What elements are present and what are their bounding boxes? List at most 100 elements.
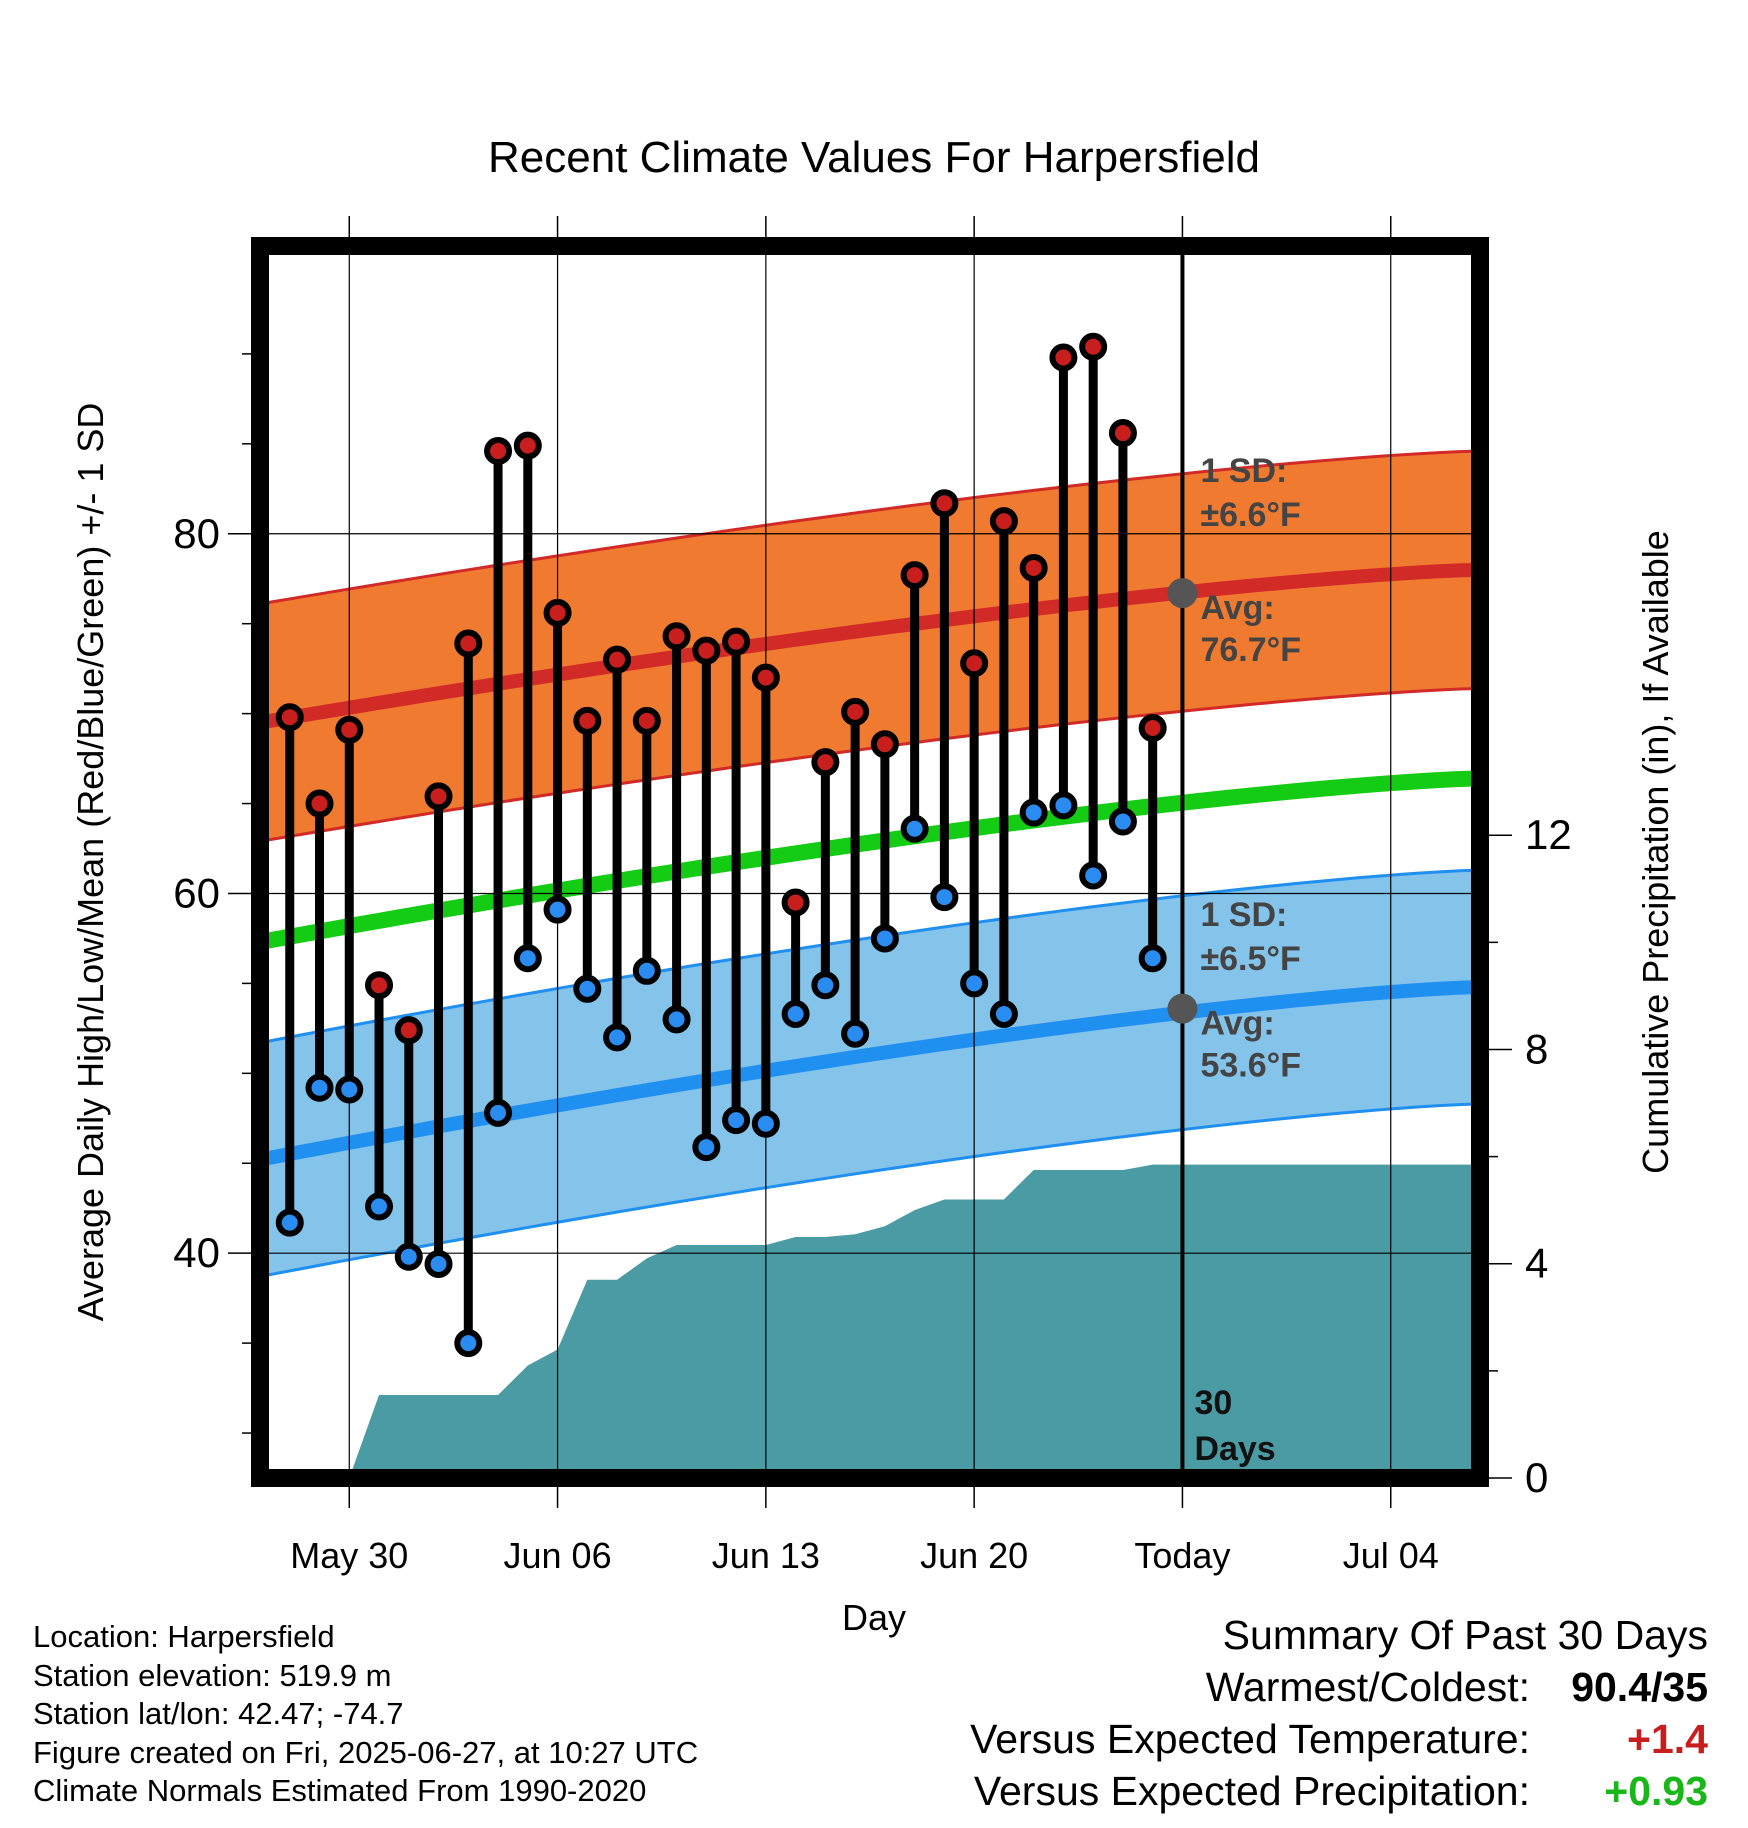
low-point [662, 1005, 691, 1034]
low-point [1079, 861, 1108, 890]
low-avg-value: 53.6°F [1200, 1047, 1301, 1085]
low-avg-label: Avg: [1200, 1005, 1274, 1043]
created-text: Figure created on Fri, 2025-06-27, at 10… [33, 1734, 699, 1770]
y-right-tick-label: 4 [1525, 1240, 1548, 1287]
high-point [722, 627, 751, 656]
low-point [811, 971, 840, 1000]
normal-low-sd-band [260, 870, 1480, 1277]
high-point [394, 1016, 423, 1045]
normals-text: Climate Normals Estimated From 1990-2020 [33, 1773, 647, 1808]
y-right-tick-label: 12 [1525, 811, 1572, 858]
precipitation-area [349, 1164, 1480, 1478]
x-tick-label: Jun 20 [920, 1535, 1028, 1576]
station-metadata: Location: Harpersfield Station elevation… [33, 1618, 698, 1811]
warmest-label: Warmest/Coldest: [1205, 1664, 1530, 1710]
low-point [275, 1208, 304, 1237]
low-point [960, 969, 989, 998]
normal-mean-line [260, 770, 1480, 950]
low-point [1138, 944, 1167, 973]
low-point [513, 944, 542, 973]
x-tick-label: May 30 [290, 1535, 408, 1576]
low-point [573, 974, 602, 1003]
days-label-number: 30 [1194, 1384, 1232, 1422]
normal-high-avg-line [260, 562, 1480, 730]
low-point [543, 895, 572, 924]
low-point [722, 1106, 751, 1135]
today-low-avg-marker [1167, 993, 1198, 1024]
normal-high-sd-lower-line [260, 686, 1480, 843]
low-point [394, 1242, 423, 1271]
low-sd-label: 1 SD: [1200, 896, 1287, 934]
high-point [692, 636, 721, 665]
temp-value: +1.4 [1627, 1716, 1708, 1762]
plot-area [260, 246, 1480, 1478]
low-point [305, 1073, 334, 1102]
high-point [1079, 332, 1108, 361]
high-point [811, 748, 840, 777]
high-point [662, 622, 691, 651]
y-right-tick-label: 0 [1525, 1454, 1548, 1501]
high-point [989, 507, 1018, 536]
high-point [513, 431, 542, 460]
location-text: Location: Harpersfield [33, 1619, 335, 1654]
low-point [632, 956, 661, 985]
low-point [900, 814, 929, 843]
low-point [484, 1098, 513, 1127]
high-point [960, 649, 989, 678]
low-point [989, 999, 1018, 1028]
low-point [335, 1075, 364, 1104]
high-point [751, 663, 780, 692]
low-sd-value: ±6.5°F [1200, 940, 1300, 978]
high-point [305, 789, 334, 818]
high-point [335, 715, 364, 744]
elevation-text: Station elevation: 519.9 m [33, 1657, 392, 1693]
y-right-axis-label: Cumulative Precipitation (in), If Availa… [1635, 530, 1676, 1174]
high-point [1019, 553, 1048, 582]
high-point [930, 489, 959, 518]
y-left-axis-label: Average Daily High/Low/Mean (Red/Blue/Gr… [70, 403, 111, 1322]
high-sd-label: 1 SD: [1200, 452, 1287, 490]
high-point [841, 697, 870, 726]
normal-high-sd-upper-line [260, 449, 1480, 606]
high-point [365, 971, 394, 1000]
y-right-tick-label: 8 [1525, 1025, 1548, 1072]
low-point [692, 1133, 721, 1162]
y-left-tick-label: 40 [173, 1229, 220, 1276]
x-tick-label: Jul 04 [1343, 1535, 1439, 1576]
y-left-tick-label: 80 [173, 510, 220, 557]
high-avg-label: Avg: [1200, 589, 1274, 627]
low-point [751, 1109, 780, 1138]
high-point [573, 706, 602, 735]
today-high-avg-marker [1167, 578, 1198, 609]
low-point [454, 1329, 483, 1358]
plot-frame [251, 237, 1489, 1487]
precip-label: Versus Expected Precipitation: [973, 1768, 1530, 1814]
high-point [632, 706, 661, 735]
x-tick-label: Today [1134, 1535, 1230, 1576]
low-point [1108, 807, 1137, 836]
high-point [1049, 343, 1078, 372]
warmest-value: 90.4/35 [1571, 1664, 1708, 1710]
high-point [1108, 419, 1137, 448]
x-axis-label: Day [842, 1597, 906, 1638]
low-point [1019, 798, 1048, 827]
summary-title: Summary Of Past 30 Days [1222, 1612, 1708, 1658]
normal-low-sd-upper-line [260, 868, 1480, 1045]
low-point [870, 924, 899, 953]
high-point [1138, 714, 1167, 743]
high-avg-value: 76.7°F [1200, 631, 1301, 669]
summary-temp-row: Versus Expected Temperature: +1.4 [970, 1716, 1708, 1768]
low-point [365, 1192, 394, 1221]
low-point [424, 1249, 453, 1278]
low-point [930, 883, 959, 912]
temp-label: Versus Expected Temperature: [970, 1716, 1530, 1762]
high-point [484, 437, 513, 466]
low-point [603, 1023, 632, 1052]
low-point [1049, 791, 1078, 820]
high-point [424, 782, 453, 811]
low-point [781, 999, 810, 1028]
y-left-tick-label: 60 [173, 869, 220, 916]
precip-value: +0.93 [1604, 1768, 1708, 1814]
high-point [275, 703, 304, 732]
